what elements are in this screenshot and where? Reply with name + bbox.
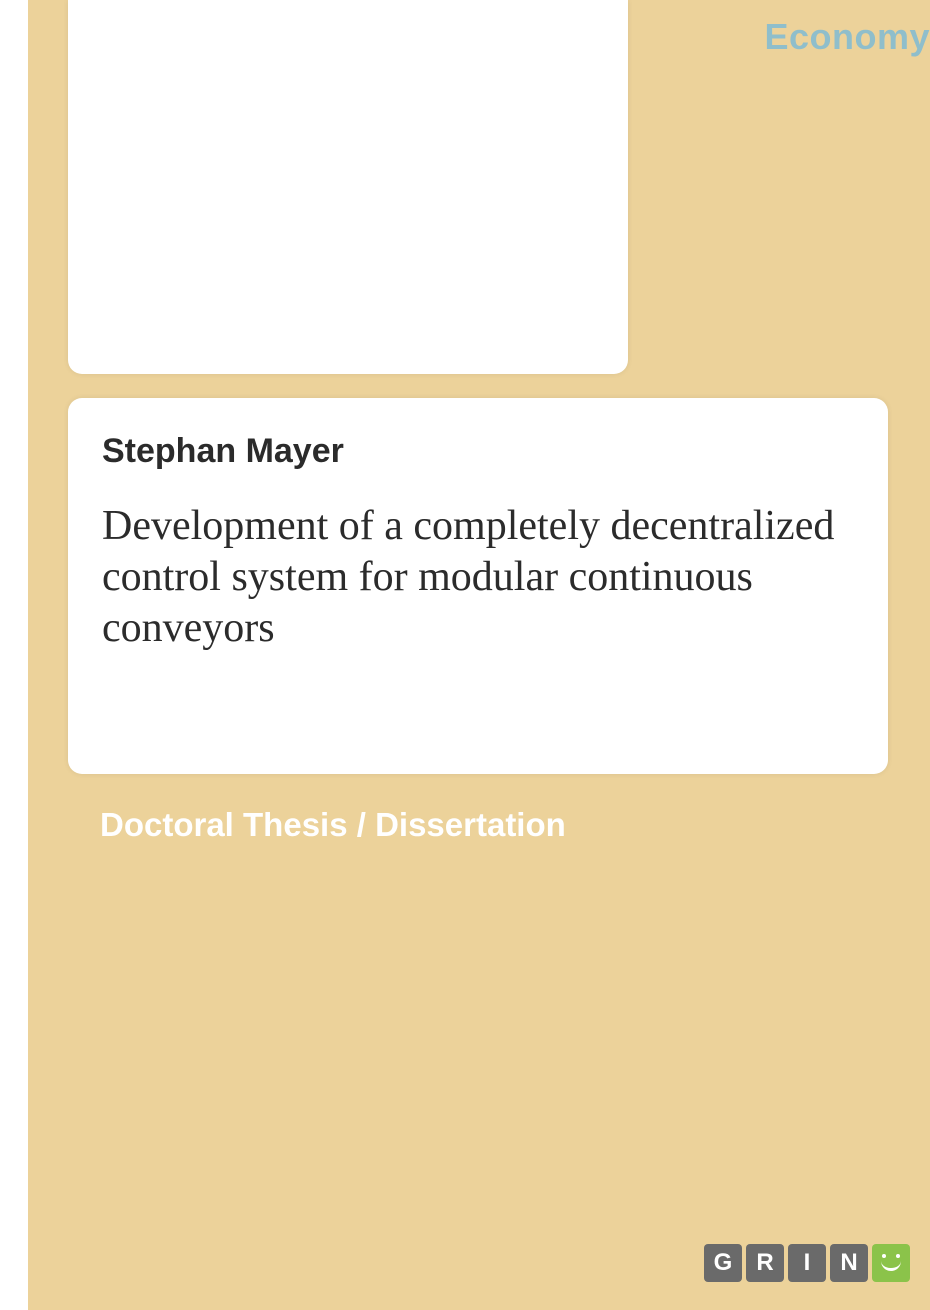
logo-letter-r: R	[746, 1244, 784, 1282]
logo-letter-g: G	[704, 1244, 742, 1282]
document-title: Development of a completely decentralize…	[102, 501, 848, 655]
top-white-panel	[68, 0, 628, 374]
logo-letter-n: N	[830, 1244, 868, 1282]
category-label: Economy	[764, 16, 930, 58]
publisher-logo: G R I N	[704, 1244, 910, 1282]
author-name: Stephan Mayer	[102, 432, 848, 471]
logo-letter-i: I	[788, 1244, 826, 1282]
title-card: Stephan Mayer Development of a completel…	[68, 398, 888, 774]
document-type-label: Doctoral Thesis / Dissertation	[100, 806, 566, 844]
logo-smile-icon	[872, 1244, 910, 1282]
